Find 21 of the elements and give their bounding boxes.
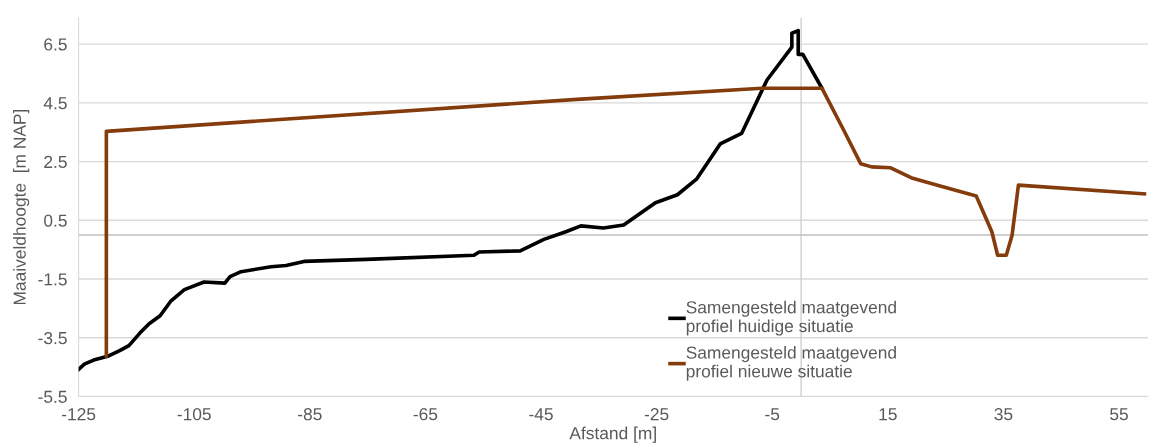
x-tick-label: -85 bbox=[298, 408, 322, 421]
x-tick-label: 55 bbox=[1110, 408, 1128, 421]
x-tick-label: -5 bbox=[765, 408, 780, 421]
x-tick-label: 15 bbox=[879, 408, 897, 421]
x-axis-title: Afstand [m] bbox=[569, 426, 656, 443]
y-tick-label: 2.5 bbox=[44, 155, 67, 169]
y-tick-label: 6.5 bbox=[44, 38, 67, 51]
y-axis-title: Maaiveldhoogte [m NAP] bbox=[13, 109, 30, 305]
y-tick-label: 4.5 bbox=[43, 97, 67, 110]
x-tick-label: 35 bbox=[994, 408, 1013, 421]
x-tick-label: -105 bbox=[177, 408, 211, 421]
x-tick-label: -65 bbox=[413, 408, 438, 421]
y-tick-label: -1.5 bbox=[38, 273, 67, 286]
x-tick-label: -25 bbox=[644, 408, 669, 421]
legend-label: Samengesteld maatgevend profiel nieuwe situatie bbox=[686, 345, 896, 381]
y-tick-label: -3.5 bbox=[38, 331, 67, 345]
y-tick-label: -5.5 bbox=[38, 390, 67, 403]
legend-label: Samengesteld maatgevend profiel huidige situatie bbox=[686, 300, 896, 336]
x-tick-label: -45 bbox=[529, 408, 553, 421]
x-tick-label: -125 bbox=[62, 408, 96, 421]
y-tick-label: 0.5 bbox=[44, 214, 67, 227]
